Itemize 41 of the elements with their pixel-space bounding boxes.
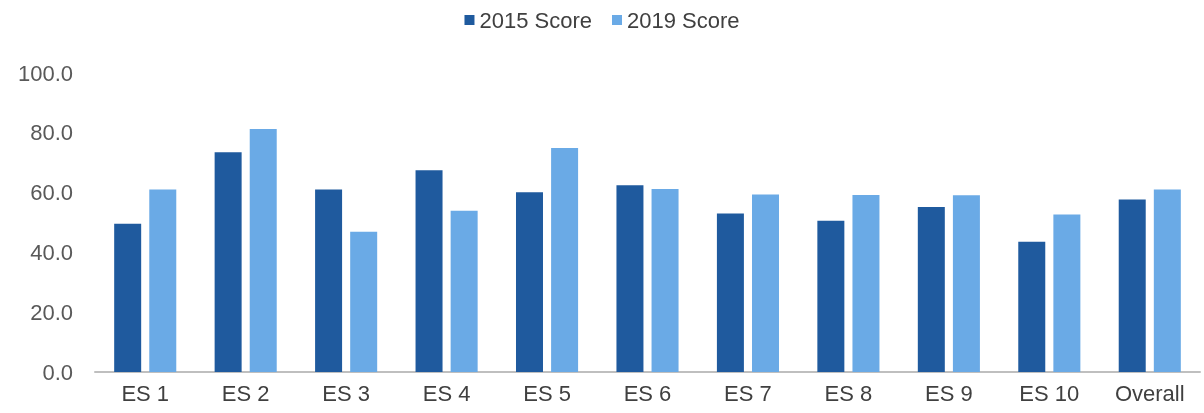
bar: [450, 210, 478, 372]
x-tick-label: Overall: [1114, 380, 1185, 406]
x-tick-label: ES 6: [623, 380, 672, 406]
bar: [817, 220, 845, 372]
bar: [551, 148, 579, 372]
y-tick-label: 80.0: [30, 120, 73, 146]
bar: [651, 189, 679, 372]
legend-label: 2015 Score: [479, 7, 593, 33]
bar: [716, 213, 744, 372]
y-tick-label: 100.0: [17, 60, 73, 86]
x-tick-label: ES 1: [121, 380, 170, 406]
x-tick-label: ES 2: [221, 380, 270, 406]
y-tick-label: 60.0: [30, 180, 73, 206]
bar: [415, 170, 443, 372]
bar: [616, 185, 644, 372]
bar: [752, 194, 779, 372]
y-tick-label: 20.0: [30, 299, 73, 325]
bar: [952, 195, 980, 372]
legend-label: 2019 Score: [627, 7, 740, 33]
bar: [315, 189, 343, 372]
x-tick-label: ES 3: [322, 380, 370, 406]
bar: [1153, 189, 1181, 372]
x-tick-label: ES 7: [724, 380, 772, 406]
bar: [1118, 199, 1146, 372]
bar: [249, 128, 277, 372]
x-tick-label: ES 9: [925, 380, 973, 406]
x-tick-label: ES 5: [523, 380, 571, 406]
x-tick-label: ES 8: [824, 380, 873, 406]
bar: [350, 231, 378, 372]
y-tick-label: 40.0: [30, 239, 73, 265]
bar: [852, 194, 880, 372]
y-tick-label: 0.0: [42, 359, 73, 385]
x-tick-label: ES 4: [422, 380, 471, 406]
x-tick-label: ES 10: [1019, 380, 1080, 406]
bar: [114, 223, 142, 372]
bar: [516, 192, 543, 372]
bar: [917, 206, 945, 372]
bar: [214, 152, 242, 372]
bar: [1018, 241, 1046, 372]
bar: [1053, 214, 1081, 372]
bar: [149, 189, 177, 372]
